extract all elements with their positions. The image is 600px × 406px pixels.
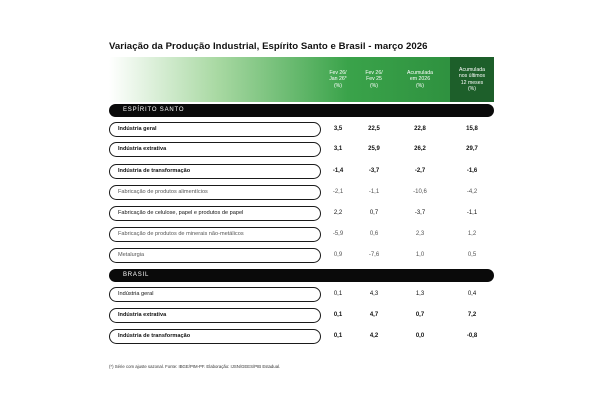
row-value: 29,7 [466,146,478,152]
row-value: 4,3 [369,291,379,297]
row-label: Indústria de transformação [118,333,191,339]
row-label: Fabricação de produtos de minerais não-m… [118,231,244,237]
row-value: 7,2 [467,312,477,318]
row-value: 0,5 [467,252,477,258]
row-label: Fabricação de produtos alimentícios [118,189,208,195]
section-header-es: ESPÍRITO SANTO [109,104,494,117]
row-label-pill [109,164,321,179]
row-value: 1,2 [467,231,477,237]
row-value: 22,5 [368,126,380,132]
row-value: 15,8 [466,126,478,132]
section-label: BRASIL [123,272,150,278]
row-value: 2,2 [333,210,343,216]
row-value: 0,9 [333,252,343,258]
row-value: 0,0 [415,333,425,339]
row-value: -2,7 [414,168,426,174]
table-row: Indústria geral 0,1 4,3 1,3 0,4 [109,287,494,302]
row-value: -1,6 [466,168,478,174]
table-title: Variação da Produção Industrial, Espírit… [109,41,428,52]
row-label: Indústria geral [118,126,157,132]
row-value: 2,3 [415,231,425,237]
row-label: Metalurgia [118,252,145,258]
row-value: -2,1 [332,189,344,195]
row-label-pill [109,329,321,344]
table-row: Metalurgia 0,9 -7,6 1,0 0,5 [109,248,494,263]
row-value: -4,2 [466,189,478,195]
row-value: 4,7 [369,312,379,318]
row-value: 22,8 [414,126,426,132]
row-value: -1,1 [466,210,478,216]
footnote: (*) Série com ajuste sazonal. Fonte: IBG… [109,364,281,369]
row-value: 0,1 [333,333,343,339]
row-label-pill [109,308,321,323]
row-value: 0,1 [333,312,343,318]
row-label: Indústria extrativa [118,146,167,152]
col-header-12m: Acumulada nos últimos 12 meses (%) [450,57,494,102]
row-value: 0,7 [415,312,425,318]
row-value: 0,7 [369,210,379,216]
row-value: 3,5 [333,126,343,132]
col-header-yoy: Fev 26/ Fev 25 (%) [365,70,383,89]
row-label-pill [109,248,321,263]
row-value: 25,9 [368,146,380,152]
row-value: -0,8 [466,333,478,339]
table-row: Indústria de transformação 0,1 4,2 0,0 -0,8 [109,329,494,344]
row-value: -10,6 [413,189,427,195]
table-row: Indústria extrativa 3,1 25,9 26,2 29,7 [109,142,494,157]
row-label: Indústria de transformação [118,168,191,174]
row-label: Indústria extrativa [118,312,167,318]
row-value: 0,6 [369,231,379,237]
row-value: 1,0 [415,252,425,258]
row-value: -1,4 [332,168,344,174]
row-label-pill [109,206,321,221]
row-value: 0,4 [467,291,477,297]
row-value: 0,1 [333,291,343,297]
row-value: -3,7 [368,168,380,174]
table-row: Fabricação de produtos alimentícios -2,1 -… [109,185,494,200]
row-value: -1,1 [368,189,380,195]
row-label: Indústria geral [118,291,154,297]
table-row: Fabricação de celulose, papel e produtos… [109,206,494,221]
col-header-ytd: Acumulada em 2026 (%) [407,70,433,89]
row-label: Fabricação de celulose, papel e produtos… [118,210,244,216]
row-value: 4,2 [369,333,379,339]
table-row: Indústria de transformação -1,4 -3,7 -2,7 -1… [109,164,494,179]
row-value: -5,9 [332,231,344,237]
row-value: -7,6 [368,252,380,258]
section-header-br: BRASIL [109,269,494,282]
table-row: Indústria geral 3,5 22,5 22,8 15,8 [109,122,494,137]
row-label-pill [109,227,321,242]
row-value: 1,3 [415,291,425,297]
col-header-mom: Fev 26/ Jan 26* (%) [329,70,347,89]
row-value: 26,2 [414,146,426,152]
table-header-band [109,57,494,102]
table-row: Fabricação de produtos de minerais não-m… [109,227,494,242]
section-label: ESPÍRITO SANTO [123,107,185,113]
row-label-pill [109,122,321,137]
row-value: -3,7 [414,210,426,216]
row-label-pill [109,287,321,302]
row-label-pill [109,185,321,200]
row-value: 3,1 [333,146,343,152]
table-row: Indústria extrativa 0,1 4,7 0,7 7,2 [109,308,494,323]
row-label-pill [109,142,321,157]
